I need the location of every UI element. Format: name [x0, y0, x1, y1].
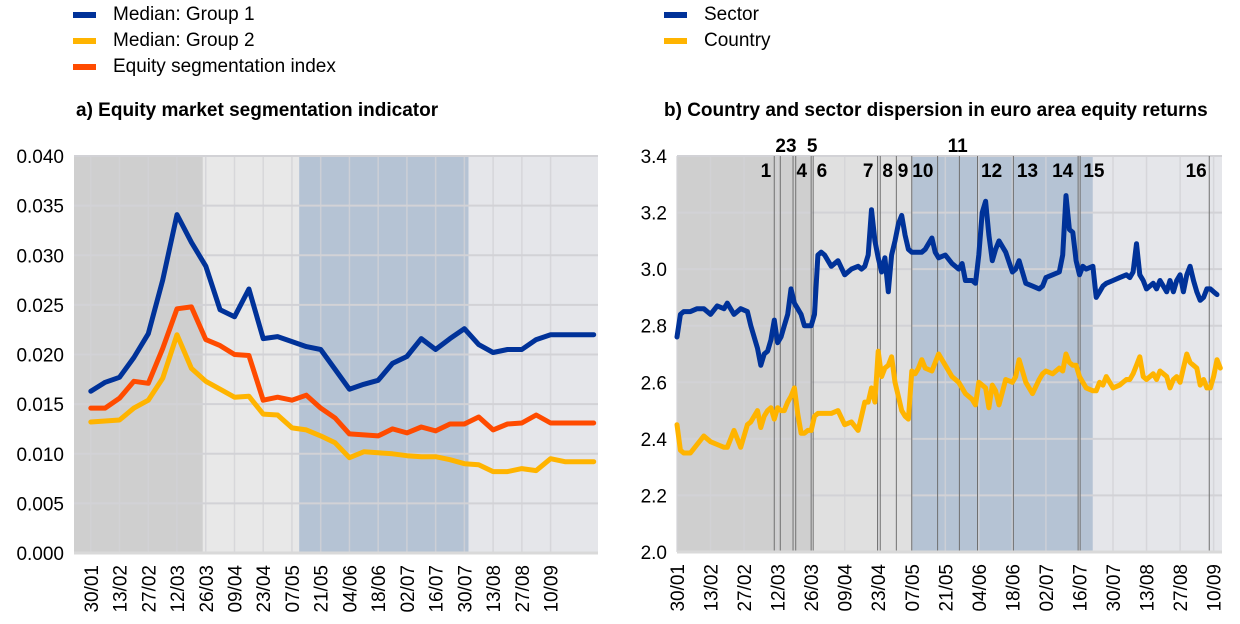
event-label: 10 [912, 161, 933, 182]
x-tick-label: 09/04 [836, 564, 857, 612]
shaded-period [811, 156, 912, 552]
event-label: 6 [817, 161, 828, 182]
y-tick-label: 3.0 [641, 260, 667, 281]
x-tick-label: 13/02 [111, 565, 132, 613]
x-tick-label: 23/04 [254, 565, 275, 613]
x-tick-label: 04/06 [970, 564, 991, 612]
legend-item-group2: Median: Group 2 [73, 28, 336, 54]
y-tick-label: 0.025 [16, 296, 64, 317]
x-tick-label: 18/06 [1003, 564, 1024, 612]
series-line-median-group-2 [88, 332, 597, 475]
x-tick-label: 10/09 [542, 565, 563, 613]
event-label: 1 [761, 161, 772, 182]
legend-item-segmentation-index: Equity segmentation index [73, 54, 336, 80]
legend-right: Sector Country [664, 2, 771, 54]
series-line-sector [674, 193, 1220, 368]
x-tick-label: 09/04 [225, 565, 246, 613]
series-line-median-group-1 [88, 212, 597, 394]
x-tick-label: 02/07 [398, 565, 419, 613]
x-tick-label: 23/04 [869, 564, 890, 612]
legend-label-segmentation-index: Equity segmentation index [113, 56, 336, 77]
chart-b-title: b) Country and sector dispersion in euro… [664, 100, 1208, 121]
chart-b: 2.0 2.2 2.4 2.6 2.8 3.0 3.2 3.4 30/01 13/02 27/02 1… [641, 136, 1226, 612]
event-label: 4 [796, 161, 807, 182]
x-tick-label: 18/06 [369, 565, 390, 613]
event-label: 14 [1052, 161, 1074, 182]
legend-item-sector: Sector [664, 2, 771, 28]
legend-label-country: Country [704, 30, 771, 51]
legend-swatch-country [664, 38, 687, 44]
legend-swatch-group2 [73, 38, 96, 44]
x-tick-label: 02/07 [1037, 564, 1058, 612]
event-label: 15 [1083, 161, 1105, 182]
x-tick-label: 10/09 [1205, 564, 1226, 612]
event-label: 8 [882, 161, 893, 182]
event-label: 12 [981, 161, 1002, 182]
y-tick-label: 2.6 [641, 373, 667, 394]
event-label: 11 [948, 136, 969, 157]
x-tick-label: 04/06 [340, 565, 361, 613]
legend-swatch-group1 [73, 12, 96, 18]
y-tick-label: 3.4 [641, 147, 668, 168]
x-tick-label: 30/07 [1104, 564, 1125, 612]
x-tick-label: 07/05 [283, 565, 304, 613]
y-tick-label: 3.2 [641, 204, 667, 225]
y-tick-label: 2.0 [641, 543, 667, 564]
event-label: 13 [1017, 161, 1038, 182]
x-tick-label: 13/02 [702, 564, 723, 612]
legend-label-group1: Median: Group 1 [113, 4, 255, 25]
x-tick-label: 27/02 [735, 564, 756, 612]
chart-a: 0.000 0.005 0.010 0.015 0.020 0.025 0.030 0.035… [16, 147, 598, 613]
x-tick-label: 30/07 [455, 565, 476, 613]
y-tick-label: 0.035 [16, 197, 64, 218]
y-tick-label: 0.030 [16, 246, 64, 267]
x-tick-label: 26/03 [802, 564, 823, 612]
event-label: 7 [863, 161, 874, 182]
x-tick-label: 27/08 [1171, 564, 1192, 612]
x-tick-label: 27/02 [139, 565, 160, 613]
chart-a-title: a) Equity market segmentation indicator [76, 100, 439, 121]
x-tick-label: 13/08 [1138, 564, 1159, 612]
series-line-country [674, 348, 1223, 456]
x-tick-label: 21/05 [312, 565, 333, 613]
y-tick-label: 2.4 [641, 430, 668, 451]
y-tick-label: 0.000 [16, 544, 64, 565]
x-tick-label: 07/05 [903, 564, 924, 612]
legend-label-group2: Median: Group 2 [113, 30, 255, 51]
x-tick-label: 30/01 [668, 564, 689, 612]
x-tick-label: 12/03 [769, 564, 790, 612]
y-tick-label: 0.015 [16, 395, 64, 416]
x-tick-label: 16/07 [427, 565, 448, 613]
x-tick-label: 27/08 [513, 565, 534, 613]
x-tick-label: 21/05 [936, 564, 957, 612]
event-label: 16 [1186, 161, 1207, 182]
y-tick-label: 0.020 [16, 346, 64, 367]
y-tick-label: 0.040 [16, 147, 64, 168]
x-tick-label: 30/01 [82, 565, 103, 613]
y-tick-label: 0.010 [16, 445, 64, 466]
event-label: 23 [775, 136, 796, 157]
x-tick-label: 12/03 [168, 565, 189, 613]
event-label: 9 [898, 161, 909, 182]
legend-left: Median: Group 1 Median: Group 2 Equity s… [73, 2, 336, 80]
y-tick-label: 2.8 [641, 317, 667, 338]
y-tick-label: 2.2 [641, 486, 667, 507]
event-label: 5 [807, 136, 818, 157]
y-tick-label: 0.005 [16, 494, 64, 515]
x-tick-label: 26/03 [197, 565, 218, 613]
x-tick-label: 16/07 [1070, 564, 1091, 612]
x-tick-label: 13/08 [484, 565, 505, 613]
legend-item-country: Country [664, 28, 771, 54]
series-line-equity-segmentation-index [88, 304, 597, 439]
legend-label-sector: Sector [704, 4, 759, 25]
legend-swatch-sector [664, 12, 687, 18]
legend-item-group1: Median: Group 1 [73, 2, 336, 28]
shaded-period [1092, 156, 1222, 552]
legend-swatch-segmentation-index [73, 64, 96, 70]
